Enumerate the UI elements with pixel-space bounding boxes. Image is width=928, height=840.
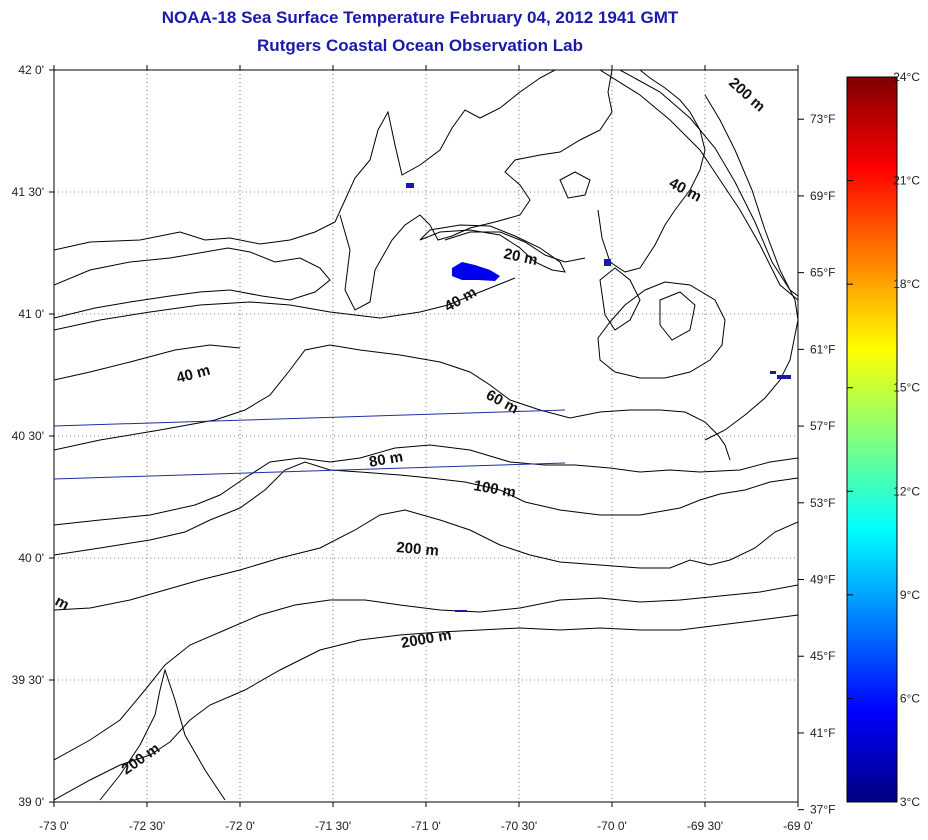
lon-tick-label: -70 30': [501, 819, 537, 833]
contour-shelf-east-2: [619, 70, 798, 297]
colorbar-tick-label: 12°C: [893, 484, 920, 498]
lat-tick-label: 41 30': [12, 185, 44, 199]
contour-2000m: [54, 584, 798, 761]
contour-label-40m: 40 m: [666, 175, 704, 206]
swath-edge-line-1: [54, 409, 566, 427]
sst-pixel: [777, 375, 791, 379]
fahrenheit-tick-label: 45°F: [810, 649, 835, 663]
colorbar-tick-label: 15°C: [893, 381, 920, 395]
contour-label-40m: 40 m: [175, 362, 212, 387]
lon-tick-label: -71 30': [315, 819, 351, 833]
contour-100m: [54, 461, 798, 556]
colorbar-tick-label: 9°C: [900, 588, 920, 602]
lat-tick-label: 41 0': [18, 307, 44, 321]
contour-label-200m: 200 m: [725, 74, 768, 115]
contour-label-20m: 20 m: [502, 245, 539, 269]
sst-pixel: [406, 183, 414, 188]
fahrenheit-tick-label: 49°F: [810, 573, 835, 587]
contour-label-200m: 200 m: [119, 740, 164, 778]
map-axes: -73 0' -72 30' -72 0' -71 30' -71 0' -70 30' -…: [12, 63, 836, 833]
lon-tick-label: -69 0': [783, 819, 813, 833]
contour-40m-west: [54, 344, 241, 381]
coastline-rhode-island: [339, 70, 613, 311]
contour-200m-canyon: [99, 668, 226, 801]
contour-label-80m: 80 m: [368, 448, 405, 471]
contour-20m: [444, 231, 586, 263]
fahrenheit-tick-label: 69°F: [810, 189, 835, 203]
sst-pixel: [604, 259, 611, 266]
colorbar-tick-label: 24°C: [893, 70, 920, 84]
coastline-marthas-vineyard: [597, 281, 726, 379]
coastline-long-island: [54, 247, 331, 319]
fahrenheit-tick-label: 73°F: [810, 112, 835, 126]
contour-label-200m: 200 m: [396, 539, 440, 560]
lon-tick-label: -72 0': [225, 819, 255, 833]
lat-tick-label: 39 30': [12, 673, 44, 687]
coastline-east-shelf: [704, 94, 798, 441]
contour-label-2000m: 2000 m: [400, 626, 453, 652]
fahrenheit-tick-label: 61°F: [810, 342, 835, 356]
colorbar-tick-label: 18°C: [893, 277, 920, 291]
sst-data-patches: [406, 183, 791, 612]
coastline-islands-detail: [559, 171, 696, 341]
graticule-grid: [54, 70, 798, 802]
lon-tick-label: -72 30': [129, 819, 165, 833]
lon-tick-label: -73 0': [39, 819, 69, 833]
coastline-cape-cod: [597, 70, 706, 273]
contour-label-100m: 100 m: [472, 477, 517, 501]
sst-pixel: [770, 371, 776, 374]
fahrenheit-tick-label: 65°F: [810, 266, 835, 280]
map-subtitle: Rutgers Coastal Ocean Observation Lab: [257, 36, 583, 55]
fahrenheit-tick-label: 37°F: [810, 803, 835, 817]
contour-40m-north: [54, 277, 516, 331]
lat-tick-label: 39 0': [18, 795, 44, 809]
contour-200m: [54, 509, 798, 611]
contour-labels: 20 m 40 m 40 m 40 m 60 m 80 m 100 m 200 …: [52, 74, 768, 778]
contour-shelf-east: [599, 70, 798, 301]
colorbar-tick-label: 6°C: [900, 691, 920, 705]
colorbar-ticks: 3°C 6°C 9°C 12°C 15°C 18°C 21°C 24°C: [847, 70, 920, 809]
map-title: NOAA-18 Sea Surface Temperature February…: [161, 8, 679, 27]
contour-label-40m: 40 m: [442, 284, 480, 316]
contour-2000m-south: [54, 614, 798, 801]
sst-pixel: [455, 610, 467, 612]
contour-label-60m: 60 m: [483, 387, 521, 418]
lon-tick-label: -70 0': [597, 819, 627, 833]
contour-label-m: m: [52, 593, 72, 614]
lon-tick-label: -71 0': [411, 819, 441, 833]
lat-tick-label: 42 0': [18, 63, 44, 77]
coastline-connecticut: [54, 70, 556, 251]
colorbar-tick-label: 21°C: [893, 174, 920, 188]
fahrenheit-tick-label: 57°F: [810, 419, 835, 433]
lat-tick-label: 40 0': [18, 551, 44, 565]
sst-cold-patch: [452, 262, 500, 281]
fahrenheit-tick-label: 41°F: [810, 726, 835, 740]
swath-edge-line-2: [54, 462, 566, 480]
contour-60m: [54, 344, 731, 461]
lon-tick-label: -69 30': [687, 819, 723, 833]
lat-tick-label: 40 30': [12, 429, 44, 443]
colorbar-tick-label: 3°C: [900, 795, 920, 809]
fahrenheit-tick-label: 53°F: [810, 496, 835, 510]
colorbar: [846, 76, 898, 803]
contour-80m: [54, 444, 798, 526]
